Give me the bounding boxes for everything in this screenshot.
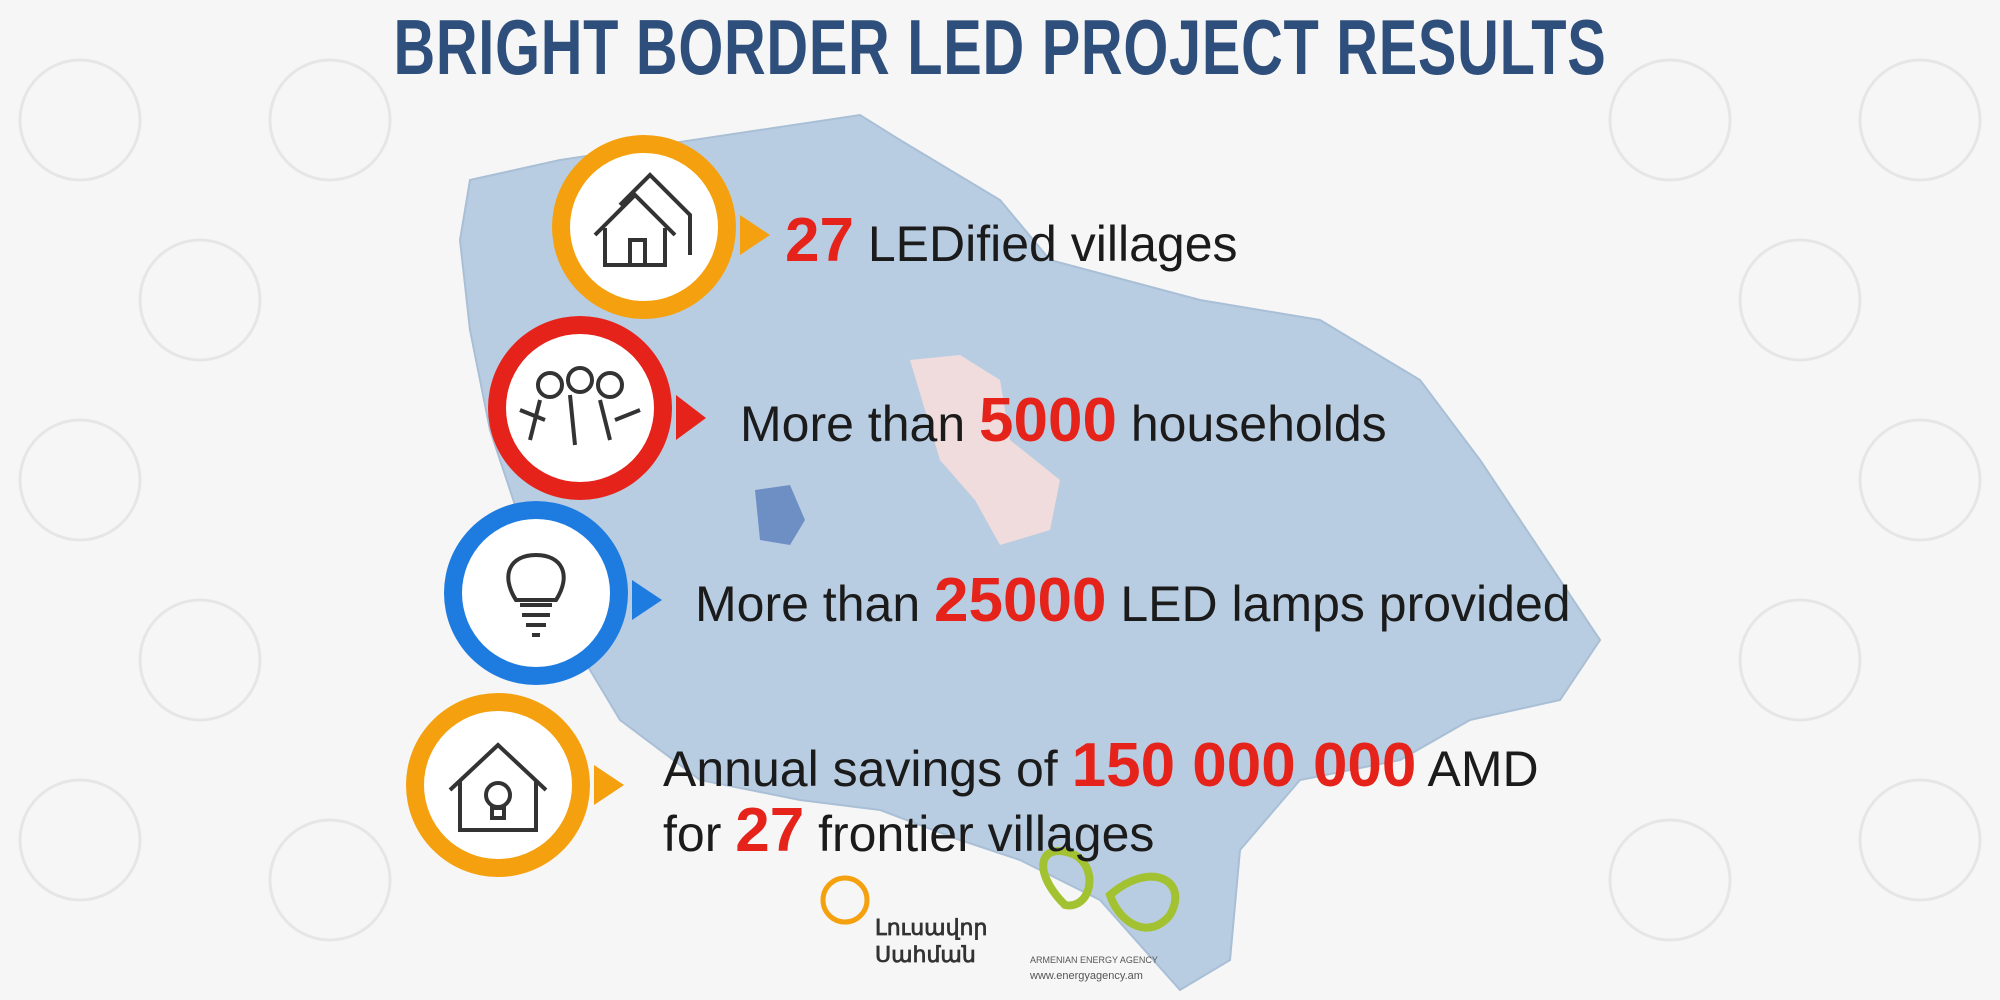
stat-line: Annual savings of 150 000 000 AMD bbox=[663, 730, 1539, 801]
logo-url: www.energyagency.am bbox=[1030, 970, 1143, 982]
stat-number: 25000 bbox=[934, 566, 1107, 635]
lake bbox=[910, 355, 1060, 545]
stat-line: for 27 frontier villages bbox=[663, 795, 1154, 866]
logos bbox=[820, 847, 1180, 932]
stat-text: More than bbox=[695, 576, 921, 632]
stat-number: 27 bbox=[785, 206, 854, 275]
stat-number: 27 bbox=[735, 796, 805, 865]
stat-text: Annual savings of bbox=[663, 741, 1058, 797]
stat-number: 5000 bbox=[979, 386, 1117, 455]
pattern bbox=[18, 58, 1982, 942]
icons bbox=[448, 172, 692, 832]
stat-line: More than 5000 households bbox=[740, 385, 1387, 456]
region bbox=[755, 485, 805, 545]
stat-text: LEDified villages bbox=[867, 216, 1238, 272]
stat-line: 27 LEDified villages bbox=[785, 205, 1238, 276]
logo-text: Լուսավոր bbox=[875, 915, 988, 940]
stat-text: for bbox=[663, 806, 722, 862]
stat-line: More than 25000 LED lamps provided bbox=[695, 565, 1571, 636]
stat-text: frontier villages bbox=[818, 806, 1155, 862]
title: BRIGHT BORDER LED PROJECT RESULTS bbox=[393, 3, 1607, 91]
stat-text: LED lamps provided bbox=[1120, 576, 1571, 632]
stat-text: AMD bbox=[1427, 741, 1539, 797]
logo-text: Սահման bbox=[875, 942, 976, 967]
stat-number: 150 000 000 bbox=[1071, 731, 1417, 800]
logo-text: ARMENIAN ENERGY AGENCY bbox=[1030, 955, 1158, 965]
stat-text: More than bbox=[740, 396, 966, 452]
stat-text: households bbox=[1130, 396, 1387, 452]
